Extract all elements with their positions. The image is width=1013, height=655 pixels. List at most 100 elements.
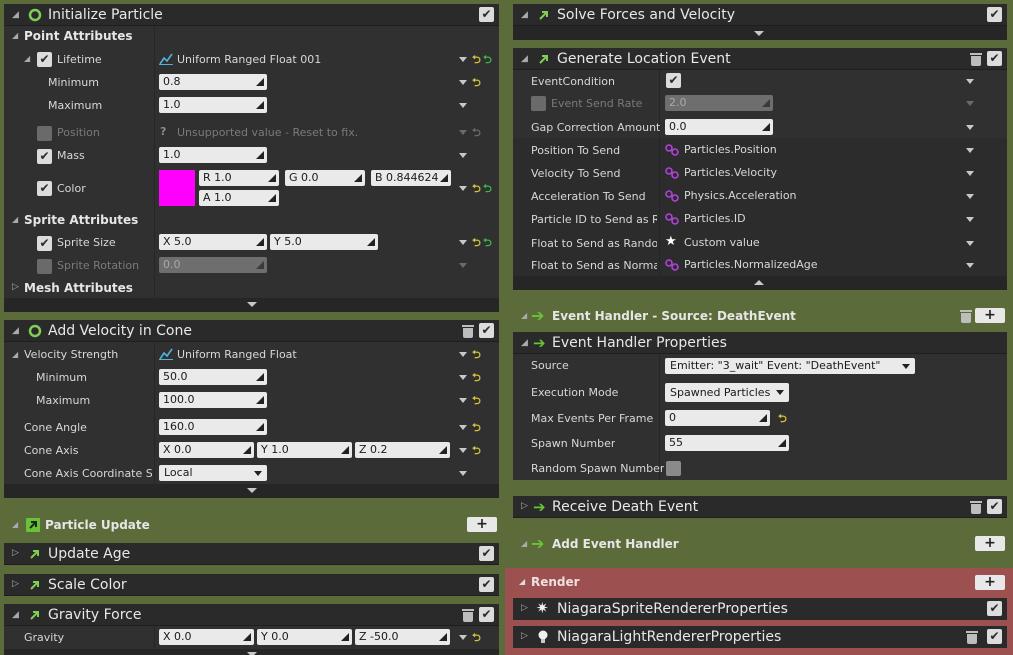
- cone-axis-space-dropdown[interactable]: Local: [159, 465, 267, 481]
- event-condition-checkbox[interactable]: ✔: [666, 73, 681, 88]
- minimum-input[interactable]: 0.8: [159, 74, 267, 90]
- gap-correction-input[interactable]: 0.0: [665, 119, 773, 135]
- gravity-y-input[interactable]: Y 0.0: [257, 629, 352, 645]
- expand-icon[interactable]: ◢: [12, 31, 19, 40]
- dropdown-arrow-icon[interactable]: [966, 263, 974, 268]
- particle-id-value[interactable]: Particles.ID: [684, 212, 746, 225]
- lifetime-value[interactable]: Uniform Ranged Float 001: [177, 53, 322, 66]
- color-g-input[interactable]: G 0.0: [285, 170, 365, 186]
- module-header[interactable]: ◢ ➔ Event Handler Properties: [513, 332, 1007, 354]
- expand-icon[interactable]: ◢: [12, 350, 19, 359]
- position-checkbox[interactable]: [37, 126, 52, 141]
- gravity-x-input[interactable]: X 0.0: [159, 629, 254, 645]
- reset-icon[interactable]: ⮌: [472, 421, 481, 434]
- dropdown-arrow-icon[interactable]: [459, 471, 467, 476]
- collapsed-arrow-icon[interactable]: ▷: [12, 282, 19, 292]
- event-handler-stage[interactable]: ◢ ➔ Event Handler - Source: DeathEvent +: [513, 305, 1007, 327]
- dropdown-arrow-icon[interactable]: [459, 635, 467, 640]
- dropdown-arrow-icon[interactable]: [459, 240, 467, 245]
- sprite-rotation-checkbox[interactable]: [37, 259, 52, 274]
- reset-icon[interactable]: ⮌: [472, 236, 481, 249]
- dropdown-arrow-icon[interactable]: [459, 375, 467, 380]
- collapse-arrow-icon[interactable]: ◢: [519, 577, 526, 586]
- module-enable-checkbox[interactable]: ✔: [479, 7, 494, 22]
- add-module-button[interactable]: +: [467, 517, 497, 532]
- reset-icon[interactable]: ⮌: [472, 631, 481, 644]
- dropdown-arrow-icon[interactable]: [966, 125, 974, 130]
- mass-checkbox[interactable]: ✔: [37, 149, 52, 164]
- link-green-icon[interactable]: ⮌: [483, 53, 492, 66]
- float-normalized-value[interactable]: Particles.NormalizedAge: [684, 258, 818, 271]
- collapse-arrow-icon[interactable]: ◢: [521, 54, 528, 64]
- dropdown-arrow-icon[interactable]: [459, 425, 467, 430]
- dropdown-arrow-icon[interactable]: [459, 398, 467, 403]
- execution-mode-dropdown[interactable]: Spawned Particles: [665, 383, 789, 402]
- cone-axis-y-input[interactable]: Y 1.0: [257, 442, 352, 458]
- reset-icon[interactable]: ⮌: [472, 394, 481, 407]
- module-enable-checkbox[interactable]: ✔: [987, 499, 1002, 514]
- dropdown-arrow-icon[interactable]: [459, 103, 467, 108]
- module-header[interactable]: ◢ Initialize Particle ✔: [4, 4, 499, 26]
- module-header[interactable]: ▷ Update Age ✔: [4, 543, 499, 565]
- particle-update-stage[interactable]: ◢ Particle Update +: [4, 514, 499, 536]
- dropdown-arrow-icon[interactable]: [459, 153, 467, 158]
- dropdown-arrow-icon[interactable]: [966, 241, 974, 246]
- cone-angle-input[interactable]: 160.0: [159, 419, 267, 435]
- trash-icon[interactable]: [970, 501, 982, 514]
- collapsed-arrow-icon[interactable]: ▷: [12, 548, 19, 558]
- expand-module-icon[interactable]: [247, 302, 257, 307]
- module-header[interactable]: ◢ Generate Location Event ✔: [513, 48, 1007, 70]
- reset-icon[interactable]: ⮌: [472, 348, 481, 361]
- module-enable-checkbox[interactable]: ✔: [479, 546, 494, 561]
- collapse-module-icon[interactable]: [754, 280, 764, 285]
- dropdown-arrow-icon[interactable]: [459, 57, 467, 62]
- collapsed-arrow-icon[interactable]: ▷: [521, 631, 528, 641]
- collapse-arrow-icon[interactable]: ◢: [12, 610, 19, 620]
- dropdown-arrow-icon[interactable]: [459, 80, 467, 85]
- collapse-arrow-icon[interactable]: ◢: [12, 520, 19, 529]
- trash-icon[interactable]: [970, 53, 982, 66]
- module-header[interactable]: ◢ Gravity Force ✔: [4, 604, 499, 626]
- dropdown-arrow-icon[interactable]: [459, 186, 467, 191]
- color-b-input[interactable]: B 0.844624: [371, 170, 451, 186]
- add-module-button[interactable]: +: [975, 308, 1005, 323]
- module-header[interactable]: ◢ Solve Forces and Velocity ✔: [513, 4, 1007, 26]
- module-enable-checkbox[interactable]: ✔: [987, 7, 1002, 22]
- expand-icon[interactable]: ◢: [24, 54, 31, 63]
- cone-axis-z-input[interactable]: Z 0.2: [355, 442, 450, 458]
- velocity-maximum-input[interactable]: 100.0: [159, 392, 267, 408]
- sprite-size-x-input[interactable]: X 5.0: [159, 234, 267, 250]
- add-event-handler-stage[interactable]: ◢ ➔ Add Event Handler +: [513, 533, 1007, 555]
- collapsed-arrow-icon[interactable]: ▷: [521, 603, 528, 613]
- sprite-size-checkbox[interactable]: ✔: [37, 236, 52, 251]
- collapse-arrow-icon[interactable]: ◢: [12, 10, 19, 20]
- expand-icon[interactable]: ◢: [12, 215, 19, 224]
- acceleration-to-send-value[interactable]: Physics.Acceleration: [684, 189, 797, 202]
- cone-axis-x-input[interactable]: X 0.0: [159, 442, 254, 458]
- dropdown-arrow-icon[interactable]: [966, 171, 974, 176]
- velocity-to-send-value[interactable]: Particles.Velocity: [684, 166, 778, 179]
- render-header[interactable]: ◢ Render +: [505, 572, 1013, 592]
- maximum-input[interactable]: 1.0: [159, 97, 267, 113]
- reset-icon[interactable]: ⮌: [472, 53, 481, 66]
- collapsed-arrow-icon[interactable]: ▷: [521, 501, 528, 511]
- module-enable-checkbox[interactable]: ✔: [479, 607, 494, 622]
- reset-icon[interactable]: ⮌: [472, 76, 481, 89]
- color-r-input[interactable]: R 1.0: [199, 170, 279, 186]
- reset-icon[interactable]: ⮌: [472, 182, 481, 195]
- light-renderer-item[interactable]: ▷ NiagaraLightRendererProperties ✔: [513, 626, 1007, 648]
- dropdown-arrow-icon[interactable]: [459, 448, 467, 453]
- link-green-icon[interactable]: ⮌: [483, 182, 492, 195]
- trash-icon[interactable]: [462, 609, 474, 622]
- dropdown-arrow-icon[interactable]: [966, 79, 974, 84]
- max-events-input[interactable]: 0: [665, 410, 770, 426]
- collapse-arrow-icon[interactable]: ◢: [521, 338, 528, 348]
- reset-icon[interactable]: ⮌: [472, 371, 481, 384]
- trash-icon[interactable]: [462, 325, 474, 338]
- dropdown-arrow-icon[interactable]: [459, 352, 467, 357]
- add-event-handler-button[interactable]: +: [975, 536, 1005, 551]
- color-swatch[interactable]: [159, 170, 195, 206]
- module-header[interactable]: ▷ Scale Color ✔: [4, 574, 499, 596]
- link-green-icon[interactable]: ⮌: [483, 236, 492, 249]
- reset-icon[interactable]: ⮌: [778, 412, 787, 425]
